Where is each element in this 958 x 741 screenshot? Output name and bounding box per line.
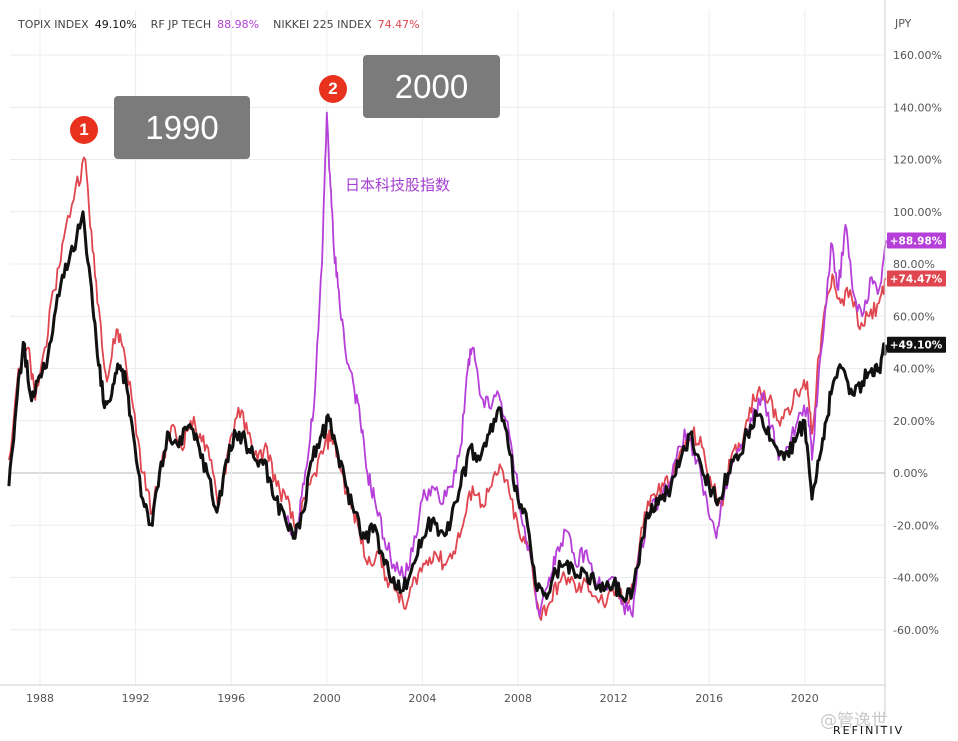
axes: 160.00%140.00%120.00%100.00%80.00%60.00%… (0, 0, 942, 715)
y-tick-label: 0.00% (893, 467, 928, 480)
grid (10, 10, 885, 685)
y-tick-label: 160.00% (893, 49, 942, 62)
y-tick-label: 100.00% (893, 206, 942, 219)
y-tick-label: 80.00% (893, 258, 935, 271)
x-tick-label: 1992 (122, 692, 150, 705)
x-tick-label: 2008 (504, 692, 532, 705)
x-tick-label: 2000 (313, 692, 341, 705)
end-labels: +74.47% +88.98% +49.10% (887, 232, 946, 353)
end-label-text: +88.98% (890, 236, 943, 248)
end-label-rf-jp-tech: +88.98% (887, 232, 946, 249)
callout-marker-2: 2 (319, 75, 347, 103)
legend-name: RF JP TECH (150, 18, 212, 31)
legend: TOPIX INDEX 49.10% RF JP TECH 88.98% NIK… (18, 18, 420, 31)
y-tick-label: 140.00% (893, 101, 942, 114)
legend-value: 49.10% (94, 18, 137, 31)
y-tick-label: -40.00% (893, 572, 939, 585)
x-tick-label: 2020 (791, 692, 819, 705)
y-tick-label: 120.00% (893, 154, 942, 167)
callout-box-2000: 2000 (363, 55, 500, 118)
x-tick-label: 2004 (408, 692, 436, 705)
y-tick-label: 20.00% (893, 415, 935, 428)
currency-label: JPY (895, 17, 912, 30)
legend-name: TOPIX INDEX (18, 18, 89, 31)
callout-box-1990: 1990 (114, 96, 250, 159)
x-tick-label: 1996 (217, 692, 245, 705)
series-line-topix-index (7, 210, 888, 603)
x-tick-label: 1988 (26, 692, 54, 705)
legend-name: NIKKEI 225 INDEX (273, 18, 372, 31)
end-label-topix-index: +49.10% (887, 336, 946, 353)
y-tick-label: -20.00% (893, 519, 939, 532)
x-tick-label: 2016 (695, 692, 723, 705)
legend-item-rf-jp-tech: RF JP TECH 88.98% (151, 18, 259, 31)
watermark: @管逸世 (820, 711, 888, 731)
source-logo: REFINITIV (833, 724, 905, 737)
y-tick-label: 60.00% (893, 310, 935, 323)
series-lines (7, 111, 888, 621)
series-line-nikkei-225-index (8, 156, 887, 621)
legend-item-nikkei: NIKKEI 225 INDEX 74.47% (273, 18, 419, 31)
x-tick-label: 2012 (600, 692, 628, 705)
y-tick-label: -60.00% (893, 624, 939, 637)
callout-marker-1: 1 (70, 116, 98, 144)
legend-value: 74.47% (377, 18, 420, 31)
y-tick-label: 40.00% (893, 363, 935, 376)
end-label-text: +49.10% (890, 340, 943, 352)
legend-item-topix: TOPIX INDEX 49.10% (18, 18, 137, 31)
tech-index-annotation: 日本科技股指数 (345, 176, 451, 194)
end-label-text: +74.47% (890, 273, 943, 285)
legend-value: 88.98% (217, 18, 260, 31)
end-label-nikkei-225-index: +74.47% (887, 270, 946, 287)
series-line-rf-jp-tech (285, 111, 887, 618)
